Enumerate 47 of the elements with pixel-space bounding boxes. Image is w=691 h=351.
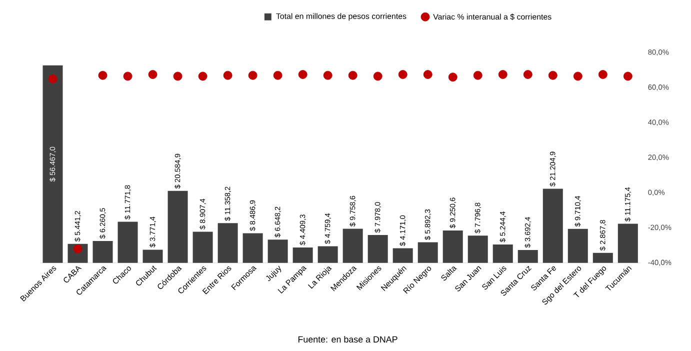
bar xyxy=(292,247,313,263)
bar xyxy=(42,65,63,263)
point xyxy=(323,70,332,80)
point xyxy=(573,72,582,81)
bar xyxy=(392,248,413,263)
point xyxy=(48,74,58,84)
source-note: Fuente: en base a DNAP xyxy=(298,336,398,342)
point xyxy=(623,72,632,81)
bar xyxy=(492,244,513,263)
bar xyxy=(468,236,488,263)
bar xyxy=(318,246,338,263)
point xyxy=(373,72,382,81)
bar xyxy=(442,230,463,263)
point xyxy=(248,70,258,80)
bar xyxy=(542,188,563,263)
point xyxy=(223,70,232,80)
point xyxy=(173,72,182,81)
bar xyxy=(168,190,188,263)
bar xyxy=(242,233,263,263)
bar xyxy=(368,234,388,263)
bar xyxy=(92,240,113,263)
bar xyxy=(268,240,288,263)
point xyxy=(348,70,358,80)
point xyxy=(198,72,208,81)
bar xyxy=(142,250,163,263)
point xyxy=(423,70,432,79)
point xyxy=(473,70,482,80)
point xyxy=(398,70,408,79)
point xyxy=(498,70,508,79)
point xyxy=(598,70,608,79)
bar xyxy=(518,250,538,263)
point xyxy=(298,70,308,79)
point xyxy=(523,70,532,79)
point xyxy=(123,72,132,81)
bar xyxy=(342,228,363,263)
point xyxy=(448,72,458,82)
bar xyxy=(592,252,613,263)
bar xyxy=(218,223,238,263)
point xyxy=(273,70,282,80)
bar xyxy=(418,242,438,263)
point xyxy=(548,70,558,80)
point xyxy=(148,70,158,79)
bar xyxy=(192,232,213,263)
bar xyxy=(568,228,588,263)
bar xyxy=(118,222,138,263)
bar xyxy=(618,224,638,263)
point xyxy=(98,70,108,80)
